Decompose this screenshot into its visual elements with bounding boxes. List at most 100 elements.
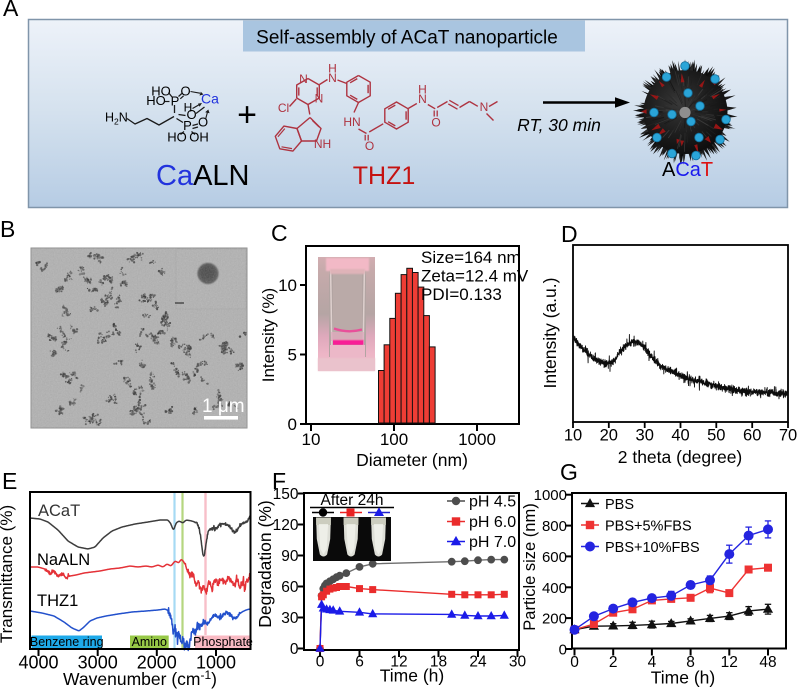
svg-text:60: 60 [743, 427, 761, 445]
svg-text:Diameter (nm): Diameter (nm) [356, 450, 468, 470]
svg-text:N: N [418, 92, 427, 106]
svg-text:90: 90 [281, 548, 299, 565]
svg-text:60: 60 [281, 579, 299, 596]
svg-text:A: A [3, 0, 19, 21]
svg-text:HO: HO [151, 84, 171, 99]
svg-text:HO: HO [146, 93, 166, 108]
svg-text:Self-assembly of ACaT nanopart: Self-assembly of ACaT nanoparticle [256, 28, 558, 49]
svg-text:2000: 2000 [137, 653, 177, 673]
svg-text:1000: 1000 [534, 487, 567, 504]
svg-text:30: 30 [636, 427, 654, 445]
svg-text:O: O [365, 139, 374, 153]
svg-text:40: 40 [671, 427, 689, 445]
svg-text:PBS+10%FBS: PBS+10%FBS [605, 540, 700, 556]
svg-text:PBS: PBS [605, 497, 634, 513]
svg-text:3000: 3000 [78, 653, 118, 673]
svg-text:0: 0 [316, 654, 325, 671]
svg-text:CaALN: CaALN [156, 160, 250, 192]
svg-text:800: 800 [542, 518, 567, 535]
svg-text:N: N [299, 72, 308, 86]
svg-text:PBS+5%FBS: PBS+5%FBS [605, 519, 692, 535]
svg-text:30: 30 [281, 610, 299, 627]
svg-text:F: F [272, 468, 286, 494]
svg-text:Amino: Amino [132, 635, 167, 649]
svg-text:H2N: H2N [105, 111, 128, 127]
svg-text:2 theta (degree): 2 theta (degree) [618, 447, 743, 467]
svg-text:0: 0 [290, 641, 299, 658]
svg-text:OH: OH [189, 130, 209, 145]
svg-text:O: O [198, 115, 208, 130]
svg-text:pH 7.0: pH 7.0 [469, 534, 516, 551]
svg-text:Phosphate: Phosphate [193, 635, 253, 649]
svg-text:Time (h): Time (h) [380, 666, 445, 686]
svg-text:O: O [431, 116, 440, 130]
svg-text:O: O [180, 84, 190, 99]
svg-text:1000: 1000 [196, 653, 236, 673]
svg-text:600: 600 [542, 549, 567, 566]
svg-text:THZ1: THZ1 [353, 162, 416, 190]
svg-text:H: H [418, 83, 427, 97]
svg-text:12: 12 [721, 654, 738, 671]
svg-text:10: 10 [564, 427, 582, 445]
svg-text:30: 30 [509, 654, 527, 671]
svg-text:O: O [186, 107, 196, 122]
svg-text:0: 0 [559, 642, 567, 659]
svg-text:8: 8 [686, 654, 695, 671]
svg-text:H: H [328, 62, 337, 76]
svg-text:Zeta=12.4 mV: Zeta=12.4 mV [421, 267, 529, 286]
svg-text:ACaT: ACaT [662, 159, 713, 181]
svg-text:50: 50 [707, 427, 725, 445]
svg-text:1 μm: 1 μm [202, 396, 245, 417]
svg-text:4000: 4000 [18, 653, 58, 673]
svg-text:120: 120 [273, 517, 299, 534]
svg-text:NH: NH [314, 137, 331, 151]
svg-text:Transmittance (%): Transmittance (%) [0, 505, 16, 643]
svg-text:Particle size (nm): Particle size (nm) [521, 503, 539, 630]
svg-text:12: 12 [390, 654, 407, 671]
svg-text:Ca: Ca [201, 91, 219, 107]
svg-text:After 24h: After 24h [321, 492, 384, 509]
svg-text:1000: 1000 [458, 430, 496, 449]
svg-text:48: 48 [759, 654, 776, 671]
svg-text:200: 200 [542, 611, 567, 628]
svg-text:2: 2 [609, 654, 618, 671]
svg-text:P: P [171, 94, 180, 109]
svg-text:Wavenumber (cm-1): Wavenumber (cm-1) [63, 668, 217, 689]
svg-text:400: 400 [542, 580, 567, 597]
svg-text:0: 0 [570, 654, 579, 671]
svg-text:Intensity (a.u.): Intensity (a.u.) [540, 278, 560, 389]
svg-text:HN: HN [343, 115, 360, 129]
svg-text:Degradation (%): Degradation (%) [255, 500, 275, 627]
svg-text:Benzene ring: Benzene ring [30, 635, 104, 649]
svg-text:E: E [2, 468, 17, 494]
svg-text:10: 10 [278, 276, 297, 295]
svg-text:4: 4 [648, 654, 657, 671]
svg-text:24: 24 [469, 654, 487, 671]
svg-text:THZ1: THZ1 [37, 592, 78, 610]
svg-text:N: N [480, 100, 489, 114]
svg-text:18: 18 [430, 654, 447, 671]
svg-text:HO: HO [167, 130, 187, 145]
svg-text:C: C [271, 220, 288, 246]
svg-text:NaALN: NaALN [37, 551, 90, 569]
svg-text:100: 100 [380, 430, 408, 449]
svg-text:ACaT: ACaT [38, 502, 80, 520]
svg-text:Size=164 nm: Size=164 nm [421, 248, 521, 267]
svg-text:20: 20 [600, 427, 618, 445]
svg-text:+: + [237, 96, 257, 134]
svg-text:10: 10 [302, 430, 321, 449]
svg-text:G: G [560, 459, 578, 485]
svg-text:Intensity (%): Intensity (%) [259, 288, 278, 382]
svg-text:D: D [561, 221, 578, 247]
svg-text:70: 70 [779, 427, 797, 445]
svg-text:Time (h): Time (h) [651, 668, 716, 688]
svg-text:N: N [315, 92, 324, 106]
svg-text:Cl: Cl [278, 101, 289, 115]
svg-text:pH 6.0: pH 6.0 [469, 514, 516, 531]
svg-text:H: H [184, 101, 193, 115]
svg-text:N: N [328, 71, 337, 85]
svg-text:0: 0 [288, 415, 297, 434]
svg-text:RT, 30 min: RT, 30 min [517, 115, 601, 135]
svg-text:pH 4.5: pH 4.5 [469, 494, 516, 511]
svg-text:5: 5 [288, 346, 297, 365]
